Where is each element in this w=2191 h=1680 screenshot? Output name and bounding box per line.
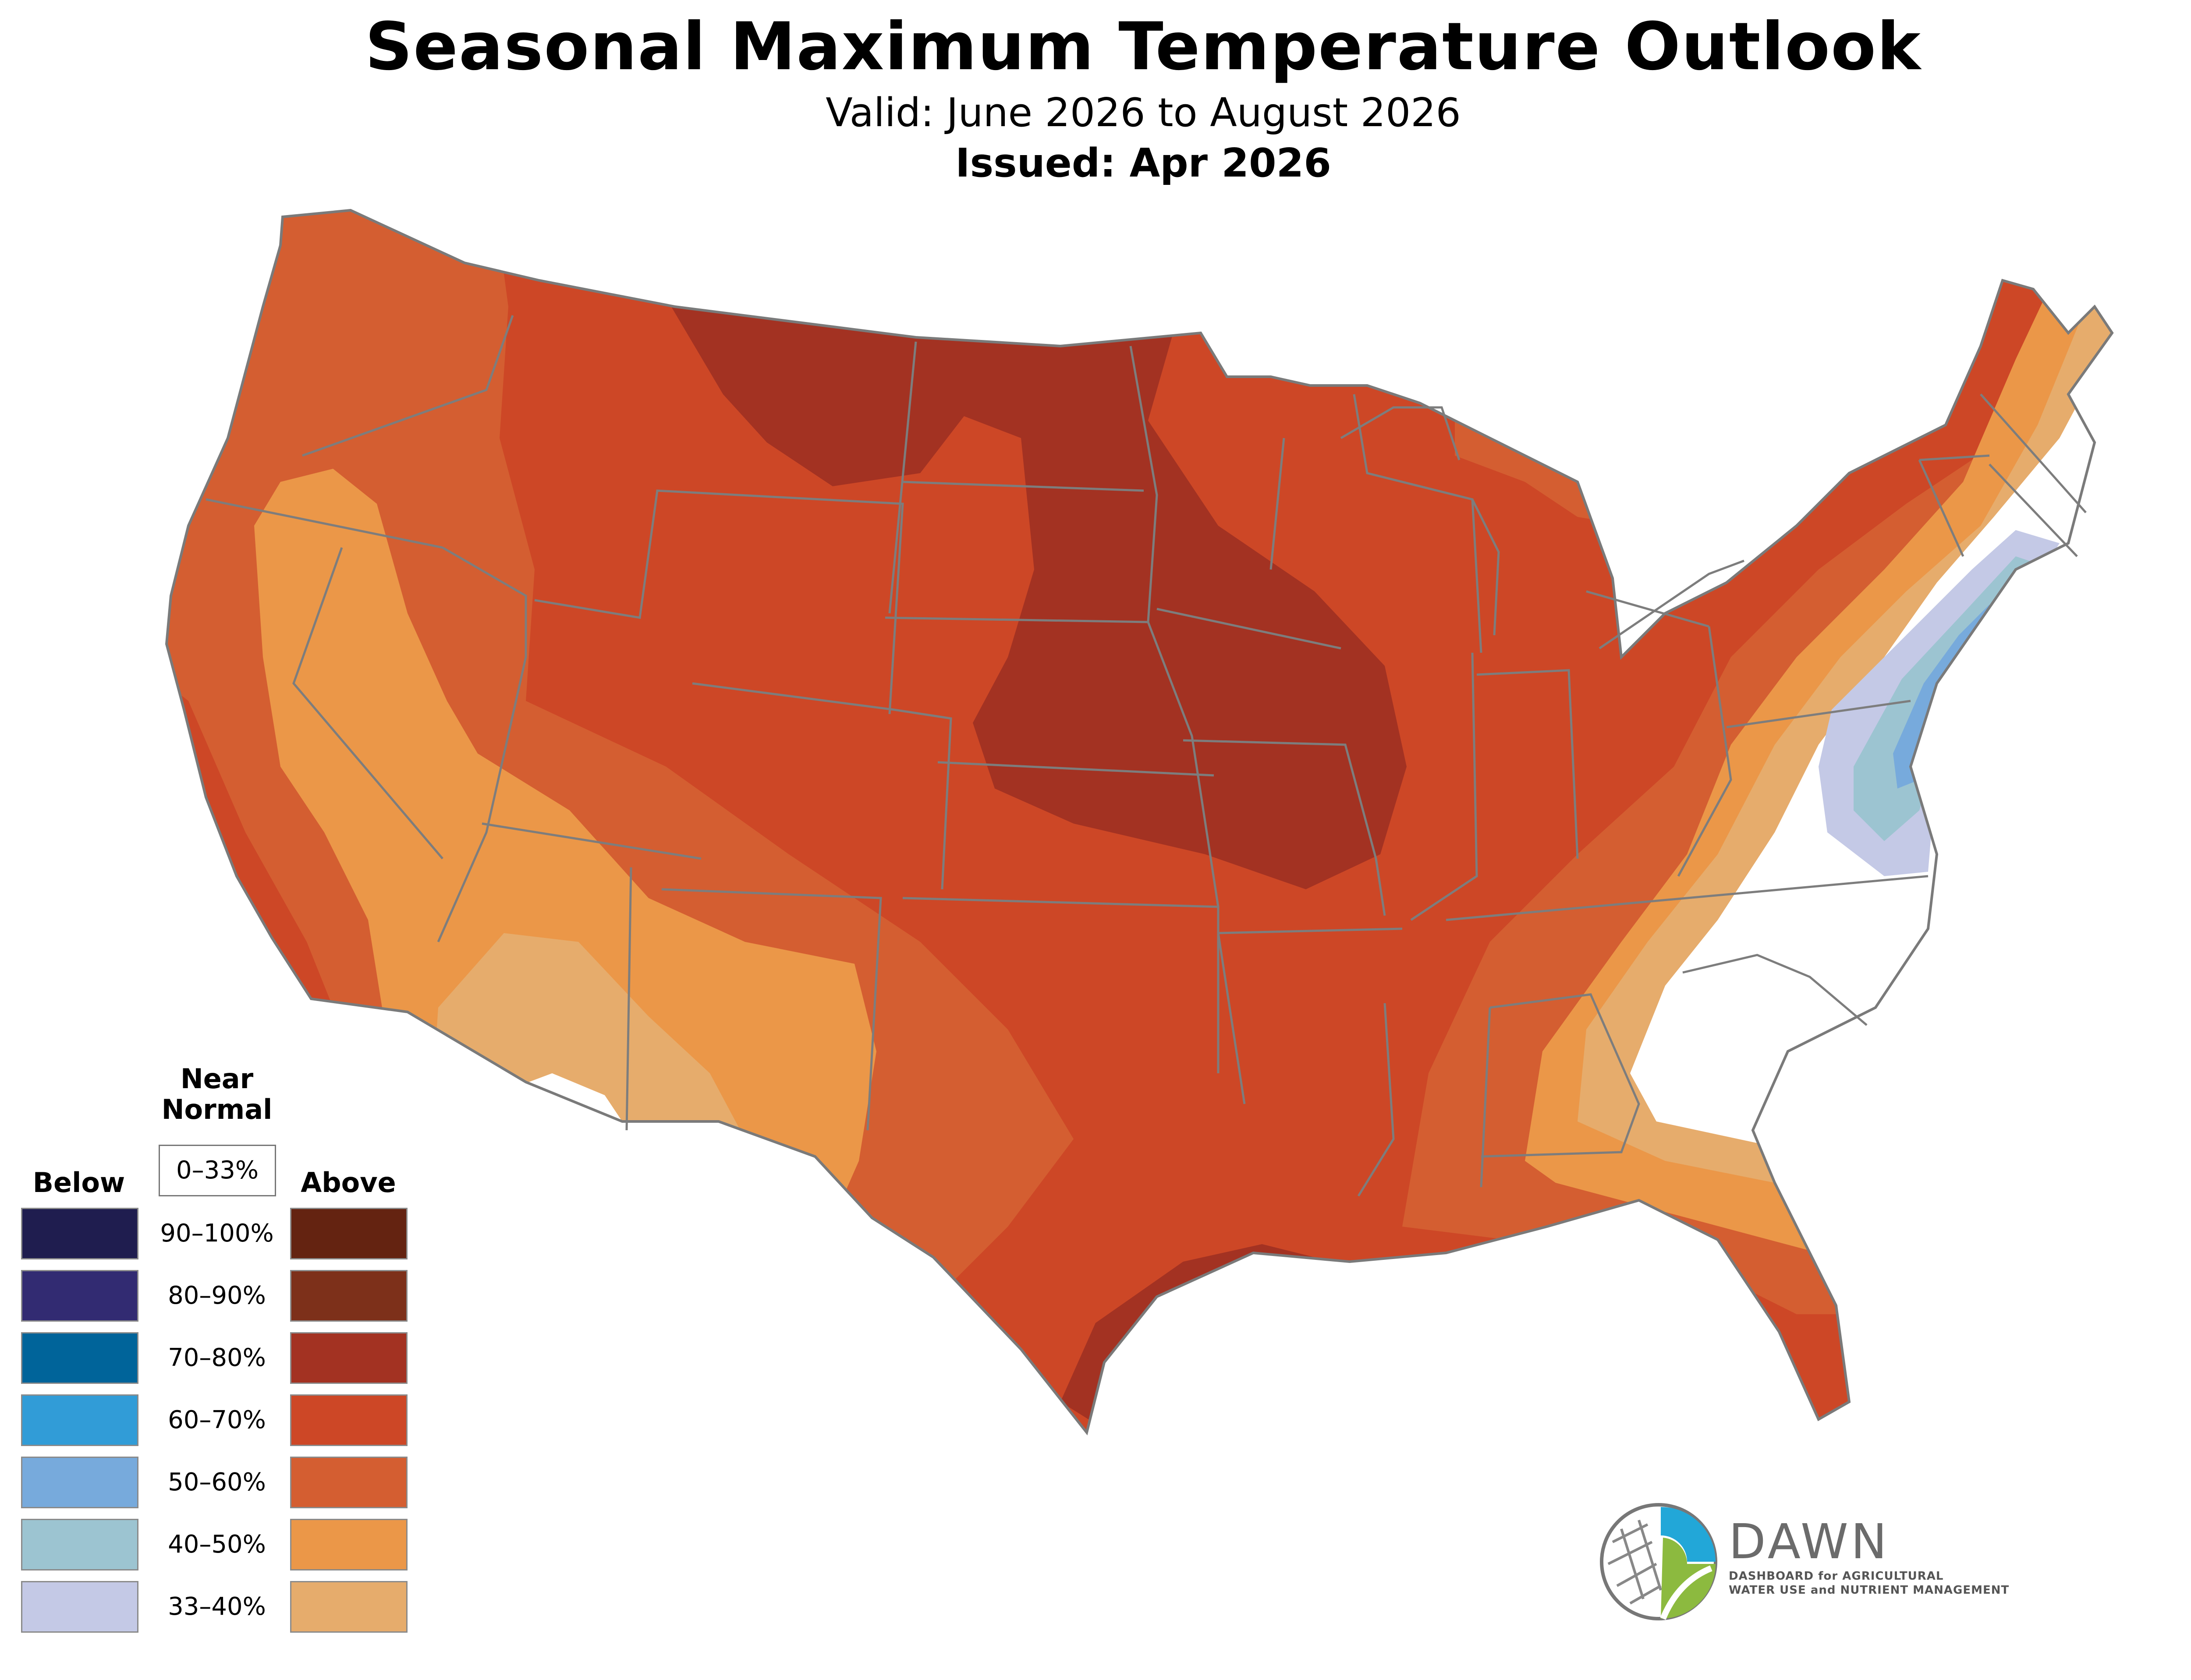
- legend-range: 80–90%: [168, 1281, 266, 1310]
- legend-above-swatch: [290, 1581, 408, 1633]
- legend-above-swatch: [290, 1519, 408, 1570]
- dawn-logo-tagline: DASHBOARD for AGRICULTURAL WATER USE and…: [1729, 1569, 2009, 1597]
- probability-shading: [167, 210, 2112, 1432]
- great-lakes-outline: [1340, 406, 1744, 650]
- legend-below-swatch: [21, 1457, 138, 1508]
- dawn-tagline-line1: DASHBOARD for AGRICULTURAL: [1729, 1570, 1944, 1583]
- legend-range: 33–40%: [168, 1592, 266, 1621]
- legend-near-line1: Near: [180, 1063, 254, 1095]
- dawn-logo-word: DAWN: [1729, 1514, 1890, 1570]
- legend-above-swatch: [290, 1208, 408, 1259]
- valid-period: Valid: June 2026 to August 2026: [826, 90, 1461, 136]
- map-title: Seasonal Maximum Temperature Outlook: [365, 9, 1922, 85]
- legend-near-normal-label: Near Normal: [145, 1064, 289, 1125]
- shade-southwest-above-40-50: [254, 469, 876, 1270]
- dawn-logo-icon: [1600, 1503, 1717, 1620]
- legend-range: 70–80%: [168, 1344, 266, 1372]
- legend-above-swatch: [290, 1457, 408, 1508]
- legend-below-swatch: [21, 1581, 138, 1633]
- legend-above-label: Above: [301, 1167, 396, 1199]
- legend-below-swatch: [21, 1394, 138, 1446]
- legend-range: 40–50%: [168, 1530, 266, 1559]
- legend-near-normal-range: 0–33%: [159, 1145, 276, 1196]
- legend-below-swatch: [21, 1208, 138, 1259]
- legend-below-label: Below: [32, 1167, 125, 1199]
- legend-range: 50–60%: [168, 1468, 266, 1496]
- state-borders: [206, 315, 2087, 1197]
- legend-above-swatch: [290, 1394, 408, 1446]
- legend-above-swatch: [290, 1332, 408, 1384]
- legend-below-swatch: [21, 1270, 138, 1322]
- legend-below-swatch: [21, 1519, 138, 1570]
- issued-date: Issued: Apr 2026: [955, 140, 1331, 186]
- legend-near-line2: Normal: [161, 1093, 273, 1125]
- legend-above-swatch: [290, 1270, 408, 1322]
- dawn-tagline-line2: WATER USE and NUTRIENT MANAGEMENT: [1729, 1584, 2010, 1597]
- legend-below-swatch: [21, 1332, 138, 1384]
- legend-range: 60–70%: [168, 1406, 266, 1434]
- legend-range: 90–100%: [160, 1219, 274, 1248]
